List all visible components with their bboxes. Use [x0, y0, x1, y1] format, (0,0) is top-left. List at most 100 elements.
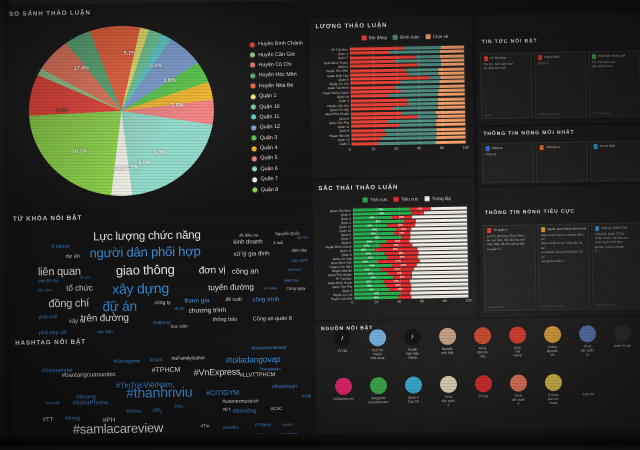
cloud-word[interactable]: #Strongbow	[113, 358, 141, 366]
cloud-word[interactable]: pháp luật	[38, 314, 58, 320]
cloud-word[interactable]: #truot	[149, 357, 163, 364]
news-card[interactable]: Thời sự Thành Phố TP.HCM: Điểm TTKS chiều…	[591, 222, 640, 310]
cloud-word[interactable]: tấn thư	[297, 235, 309, 240]
cloud-word[interactable]: xử lý gia đình	[233, 251, 270, 258]
cloud-word[interactable]: #Tin	[200, 423, 210, 429]
cloud-word[interactable]: cây xanh	[291, 257, 308, 263]
cloud-word[interactable]: #madhu	[222, 424, 240, 431]
cloud-word[interactable]: đề điều tra	[239, 232, 259, 238]
news-card[interactable]: Phát triển thành phố Tổn thất phương việc…	[587, 50, 640, 118]
cloud-word[interactable]: học sinh	[170, 323, 188, 329]
cloud-word[interactable]: tham gia	[184, 297, 210, 305]
cloud-word[interactable]: Công an quận 8	[252, 315, 292, 323]
cloud-word[interactable]: #CSC	[270, 405, 283, 412]
cloud-word[interactable]: #SohaPhotos	[72, 400, 109, 407]
source-item[interactable]: Tôi là dân quận 9	[503, 374, 534, 406]
source-item[interactable]: ♪ Truyền hình Hậu Giang	[397, 328, 428, 360]
cloud-word[interactable]: chương trình	[188, 306, 227, 315]
source-item[interactable]: Tuổi Trẻ	[573, 373, 603, 396]
cloud-word[interactable]: tư vấn	[104, 298, 116, 305]
cloud-word[interactable]: #Soha	[126, 408, 141, 415]
source-item[interactable]: Nguyễn Anh Kiệt	[432, 327, 462, 355]
cloud-word[interactable]: trên đường	[80, 312, 129, 325]
source-item[interactable]: Sưởi Vi Lab	[607, 324, 637, 347]
cloud-word[interactable]: ở tphcm	[51, 243, 70, 251]
cloud-word[interactable]: xinh báo	[287, 267, 302, 272]
cloud-word[interactable]: #vobc	[282, 421, 294, 427]
source-item[interactable]: Tôi là dân Gò Vấp	[467, 327, 498, 359]
cloud-word[interactable]: #baogiaogo	[259, 365, 281, 372]
cloud-word[interactable]: liên quan	[37, 265, 81, 279]
cloud-word[interactable]: tuyến đường	[208, 282, 255, 293]
cloud-word[interactable]: #covid	[46, 400, 60, 406]
cloud-word[interactable]: đề xuất	[225, 296, 242, 303]
news-card[interactable]: Nguồn giao thông vận tải giao thôngKiểm …	[537, 223, 591, 311]
source-item[interactable]: Tuổi Trẻ Thành Phố HCM	[362, 329, 393, 361]
cloud-word[interactable]: đồng chí	[48, 297, 90, 311]
source-item[interactable]: Akepph20 Entertainment	[363, 377, 393, 404]
cloud-word[interactable]: #GeneralVietnam	[251, 344, 287, 351]
cloud-word[interactable]: Nguyễn Quốc	[275, 230, 300, 237]
cloud-word[interactable]: #VU	[174, 403, 184, 409]
source-item[interactable]: Tôi là dân quận 9	[433, 375, 464, 408]
chart-legend-item[interactable]: Chia sẻ	[425, 34, 448, 40]
cloud-word[interactable]: Lực lượng chức năng	[93, 229, 201, 244]
chart-legend-item[interactable]: Tiêu cực	[393, 196, 419, 202]
cloud-word[interactable]: đô thị	[174, 305, 185, 311]
cloud-word[interactable]: #TPHCM	[151, 366, 181, 375]
cloud-word[interactable]: #TinTứcViệtNam	[115, 379, 173, 390]
cloud-word[interactable]: #Vietnamnet	[41, 367, 73, 375]
cloud-word[interactable]: #aFamilyXahoi	[171, 355, 205, 362]
cloud-word[interactable]: người dân phối hợp	[89, 243, 201, 261]
chart-legend-item[interactable]: Tích cực	[362, 197, 388, 203]
cloud-word[interactable]: #838	[302, 393, 312, 399]
source-item[interactable]: vOnc TIN THỨC	[502, 326, 533, 358]
cloud-word[interactable]: #llowg	[64, 415, 81, 422]
cloud-word[interactable]: #VnExpress	[193, 366, 241, 378]
news-card[interactable]: Thanh Niên 12:21 1 2023 Nguyễn 2024	[533, 51, 588, 119]
cloud-word[interactable]: dự án	[65, 253, 81, 260]
cloud-word[interactable]: tổ chức	[66, 283, 93, 293]
cloud-word[interactable]: nhiệm kỳ	[152, 319, 171, 326]
news-card[interactable]: Thanh Niên	[589, 140, 640, 182]
cloud-word[interactable]: giao thông	[115, 261, 175, 278]
news-card[interactable]: VnExpress	[535, 141, 589, 183]
cloud-word[interactable]: Công ngày	[286, 285, 306, 291]
cloud-word[interactable]: đảm bảo	[291, 247, 308, 253]
cloud-word[interactable]: #LLVTTPHCM	[239, 372, 276, 379]
chart-legend-item[interactable]: Bình luận	[392, 34, 420, 40]
cloud-word[interactable]: thông báo	[212, 316, 238, 324]
cloud-word[interactable]: đơn vị	[198, 264, 226, 277]
cloud-word[interactable]: 6 tuổi	[273, 239, 284, 246]
cloud-word[interactable]: xây dựng	[112, 280, 170, 298]
cloud-word[interactable]: công an	[231, 266, 259, 276]
cloud-word[interactable]: #Đờisống	[232, 408, 257, 415]
cloud-word[interactable]: #CITIGYM	[206, 389, 240, 398]
cloud-word[interactable]: #PL	[152, 408, 163, 415]
cloud-word[interactable]: #ET	[222, 406, 231, 413]
cloud-word[interactable]: #toiladangovap	[225, 353, 281, 365]
cloud-word[interactable]: #warnermusicvn	[222, 398, 259, 406]
chart-legend-item[interactable]: Trung lập	[424, 196, 451, 202]
cloud-word[interactable]: phó Bí thư	[37, 278, 60, 284]
cloud-word[interactable]: cô sang	[264, 286, 277, 291]
cloud-word[interactable]: kinh doanh	[233, 239, 263, 246]
source-item[interactable]: VTV24	[468, 375, 498, 398]
cloud-word[interactable]: #thanhtuan	[271, 383, 298, 391]
cloud-word[interactable]: công trình	[252, 296, 280, 304]
cloud-word[interactable]: kiểm tra	[284, 277, 299, 283]
source-item[interactable]: VnExpress.net	[328, 377, 358, 401]
cloud-word[interactable]: #TT	[42, 417, 54, 424]
cloud-word[interactable]: bảo đảm	[38, 288, 52, 293]
source-item[interactable]: Quận 9 Của Tôi	[398, 376, 428, 403]
news-card[interactable]: Công an công vụ	[481, 142, 535, 184]
cloud-word[interactable]: xảy ra	[68, 318, 86, 325]
chart-legend-item[interactable]: Bài đăng	[361, 35, 387, 41]
cloud-word[interactable]: công ty	[154, 299, 171, 307]
source-item[interactable]: Tôi là dân quận 11	[572, 325, 603, 357]
cloud-word[interactable]: tốt gói	[79, 275, 90, 280]
cloud-word[interactable]: #Thbhsr	[254, 422, 272, 428]
source-item[interactable]: ♪ VTV24	[327, 329, 357, 353]
source-item[interactable]: Hoàng Nguyên Vũ	[537, 325, 568, 358]
